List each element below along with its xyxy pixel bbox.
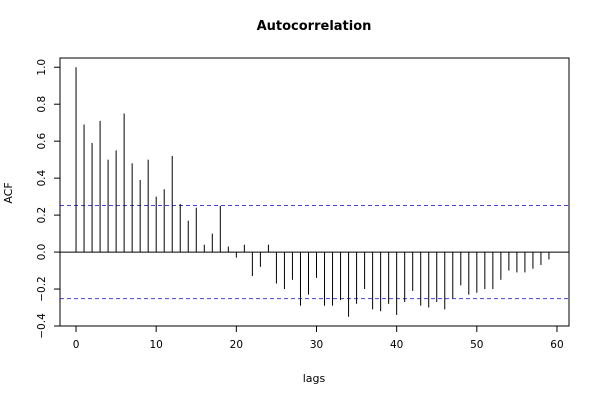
confidence-bounds [60,204,569,300]
x-tick-label: 50 [470,339,483,351]
x-tick-label: 60 [550,339,563,351]
x-axis-label: lags [303,372,326,385]
x-tick-label: 10 [150,339,163,351]
chart-title: Autocorrelation [257,19,372,34]
x-axis: 0 10 20 30 40 50 60 [73,325,564,351]
y-tick-label: −0.2 [36,276,48,302]
x-tick-label: 0 [73,339,80,351]
y-axis: −0.4 −0.2 0.0 0.2 0.4 0.6 0.8 1.0 [36,59,61,339]
y-axis-label: ACF [2,182,15,203]
y-tick-label: −0.4 [36,313,48,339]
x-tick-label: 30 [310,339,323,351]
y-tick-label: 0.6 [36,133,48,150]
y-tick-label: 0.2 [36,207,48,224]
y-tick-label: 0.4 [36,169,48,186]
y-tick-label: 0.0 [36,244,48,261]
x-tick-label: 40 [390,339,403,351]
y-tick-label: 1.0 [36,59,48,76]
acf-bars [75,67,550,317]
x-tick-label: 20 [230,339,243,351]
y-tick-label: 0.8 [36,96,48,113]
